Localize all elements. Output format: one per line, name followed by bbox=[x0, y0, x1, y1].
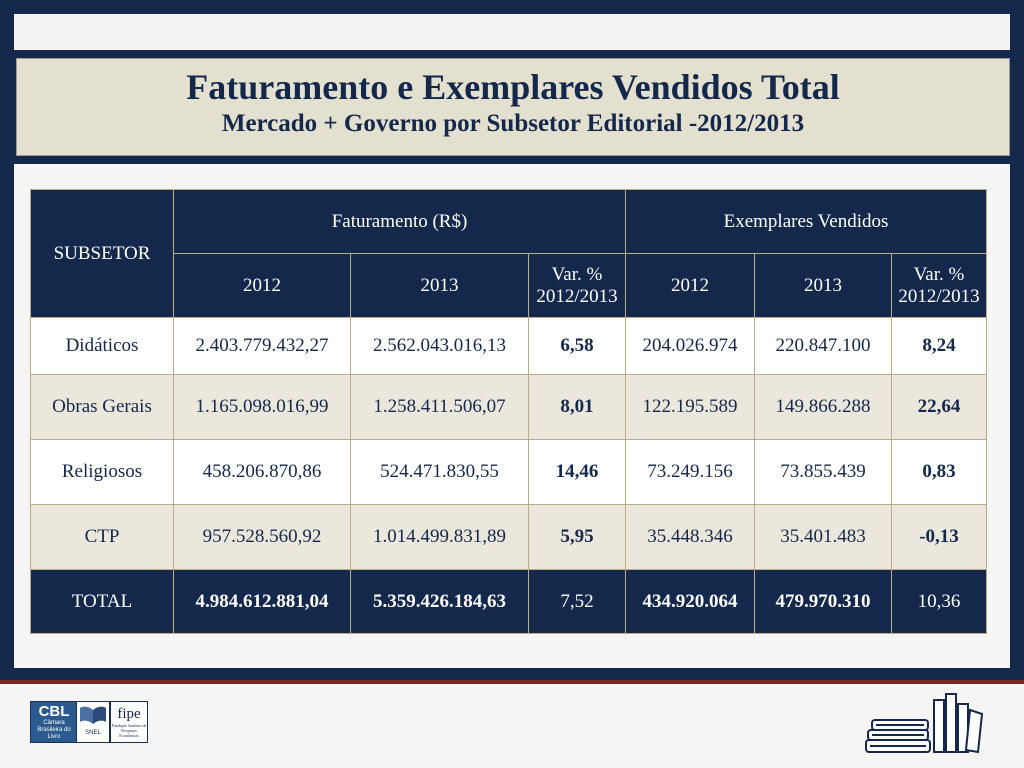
page-title: Faturamento e Exemplares Vendidos Total bbox=[186, 67, 840, 107]
cell-ex-2013: 220.847.100 bbox=[754, 317, 892, 375]
header-ex-var: Var. % 2012/2013 bbox=[891, 253, 987, 318]
cell-fat-2012: 957.528.560,92 bbox=[173, 504, 351, 570]
cell-fat-2013: 2.562.043.016,13 bbox=[350, 317, 529, 375]
cell-fat-2013: 1.014.499.831,89 bbox=[350, 504, 529, 570]
cell-ex-var: 8,24 bbox=[891, 317, 987, 375]
cell-fat-2012: 458.206.870,86 bbox=[173, 439, 351, 505]
table-row: Didáticos 2.403.779.432,27 2.562.043.016… bbox=[30, 317, 987, 375]
cell-ex-var: 0,83 bbox=[891, 439, 987, 505]
cell-subsetor: CTP bbox=[30, 504, 174, 570]
cell-total-ex-2013: 479.970.310 bbox=[754, 569, 892, 634]
table-row: Obras Gerais 1.165.098.016,99 1.258.411.… bbox=[30, 374, 987, 440]
cell-fat-2013: 1.258.411.506,07 bbox=[350, 374, 529, 440]
books-icon bbox=[865, 693, 984, 754]
cell-fat-var: 6,58 bbox=[528, 317, 626, 375]
cell-total-fat-var: 7,52 bbox=[528, 569, 626, 634]
top-strip bbox=[14, 14, 1010, 50]
header-fat-2013: 2013 bbox=[350, 253, 529, 318]
header-fat-2012: 2012 bbox=[173, 253, 351, 318]
footer bbox=[0, 684, 1024, 768]
cell-ex-2013: 35.401.483 bbox=[754, 504, 892, 570]
cell-total-label: TOTAL bbox=[30, 569, 174, 634]
cell-subsetor: Didáticos bbox=[30, 317, 174, 375]
page-subtitle: Mercado + Governo por Subsetor Editorial… bbox=[221, 110, 805, 137]
cell-ex-2012: 73.249.156 bbox=[625, 439, 755, 505]
cell-ex-var: -0,13 bbox=[891, 504, 987, 570]
cell-ex-2013: 73.855.439 bbox=[754, 439, 892, 505]
cell-subsetor: Religiosos bbox=[30, 439, 174, 505]
header-exemplares: Exemplares Vendidos bbox=[625, 189, 987, 254]
cell-ex-2012: 122.195.589 bbox=[625, 374, 755, 440]
title-box: Faturamento e Exemplares Vendidos Total … bbox=[16, 58, 1010, 156]
cbl-logo: CBL Câmara Brasileira do Livro bbox=[30, 701, 78, 743]
cell-fat-2012: 2.403.779.432,27 bbox=[173, 317, 351, 375]
header-ex-2012: 2012 bbox=[625, 253, 755, 318]
cell-fat-var: 5,95 bbox=[528, 504, 626, 570]
cell-total-ex-var: 10,36 bbox=[891, 569, 987, 634]
header-fat-var: Var. % 2012/2013 bbox=[528, 253, 626, 318]
cell-fat-var: 14,46 bbox=[528, 439, 626, 505]
cell-total-fat-2012: 4.984.612.881,04 bbox=[173, 569, 351, 634]
table-row: Religiosos 458.206.870,86 524.471.830,55… bbox=[30, 439, 987, 505]
header-subsetor: SUBSETOR bbox=[30, 189, 174, 318]
cell-fat-2012: 1.165.098.016,99 bbox=[173, 374, 351, 440]
cell-subsetor: Obras Gerais bbox=[30, 374, 174, 440]
data-table: SUBSETOR Faturamento (R$) Exemplares Ven… bbox=[30, 189, 987, 634]
header-faturamento: Faturamento (R$) bbox=[173, 189, 626, 254]
cell-fat-2013: 524.471.830,55 bbox=[350, 439, 529, 505]
table-row: CTP 957.528.560,92 1.014.499.831,89 5,95… bbox=[30, 504, 987, 570]
cell-total-ex-2012: 434.920.064 bbox=[625, 569, 755, 634]
open-book-icon bbox=[80, 706, 106, 724]
fipe-logo: fipe Fundação Instituto de Pesquisas Eco… bbox=[110, 701, 148, 743]
cell-ex-2012: 204.026.974 bbox=[625, 317, 755, 375]
cell-ex-2012: 35.448.346 bbox=[625, 504, 755, 570]
cell-fat-var: 8,01 bbox=[528, 374, 626, 440]
cell-total-fat-2013: 5.359.426.184,63 bbox=[350, 569, 529, 634]
footer-rule bbox=[0, 680, 1024, 684]
snel-logo: SNEL bbox=[76, 701, 110, 743]
total-row: TOTAL 4.984.612.881,04 5.359.426.184,63 … bbox=[30, 569, 987, 634]
cell-ex-var: 22,64 bbox=[891, 374, 987, 440]
cell-ex-2013: 149.866.288 bbox=[754, 374, 892, 440]
header-ex-2013: 2013 bbox=[754, 253, 892, 318]
